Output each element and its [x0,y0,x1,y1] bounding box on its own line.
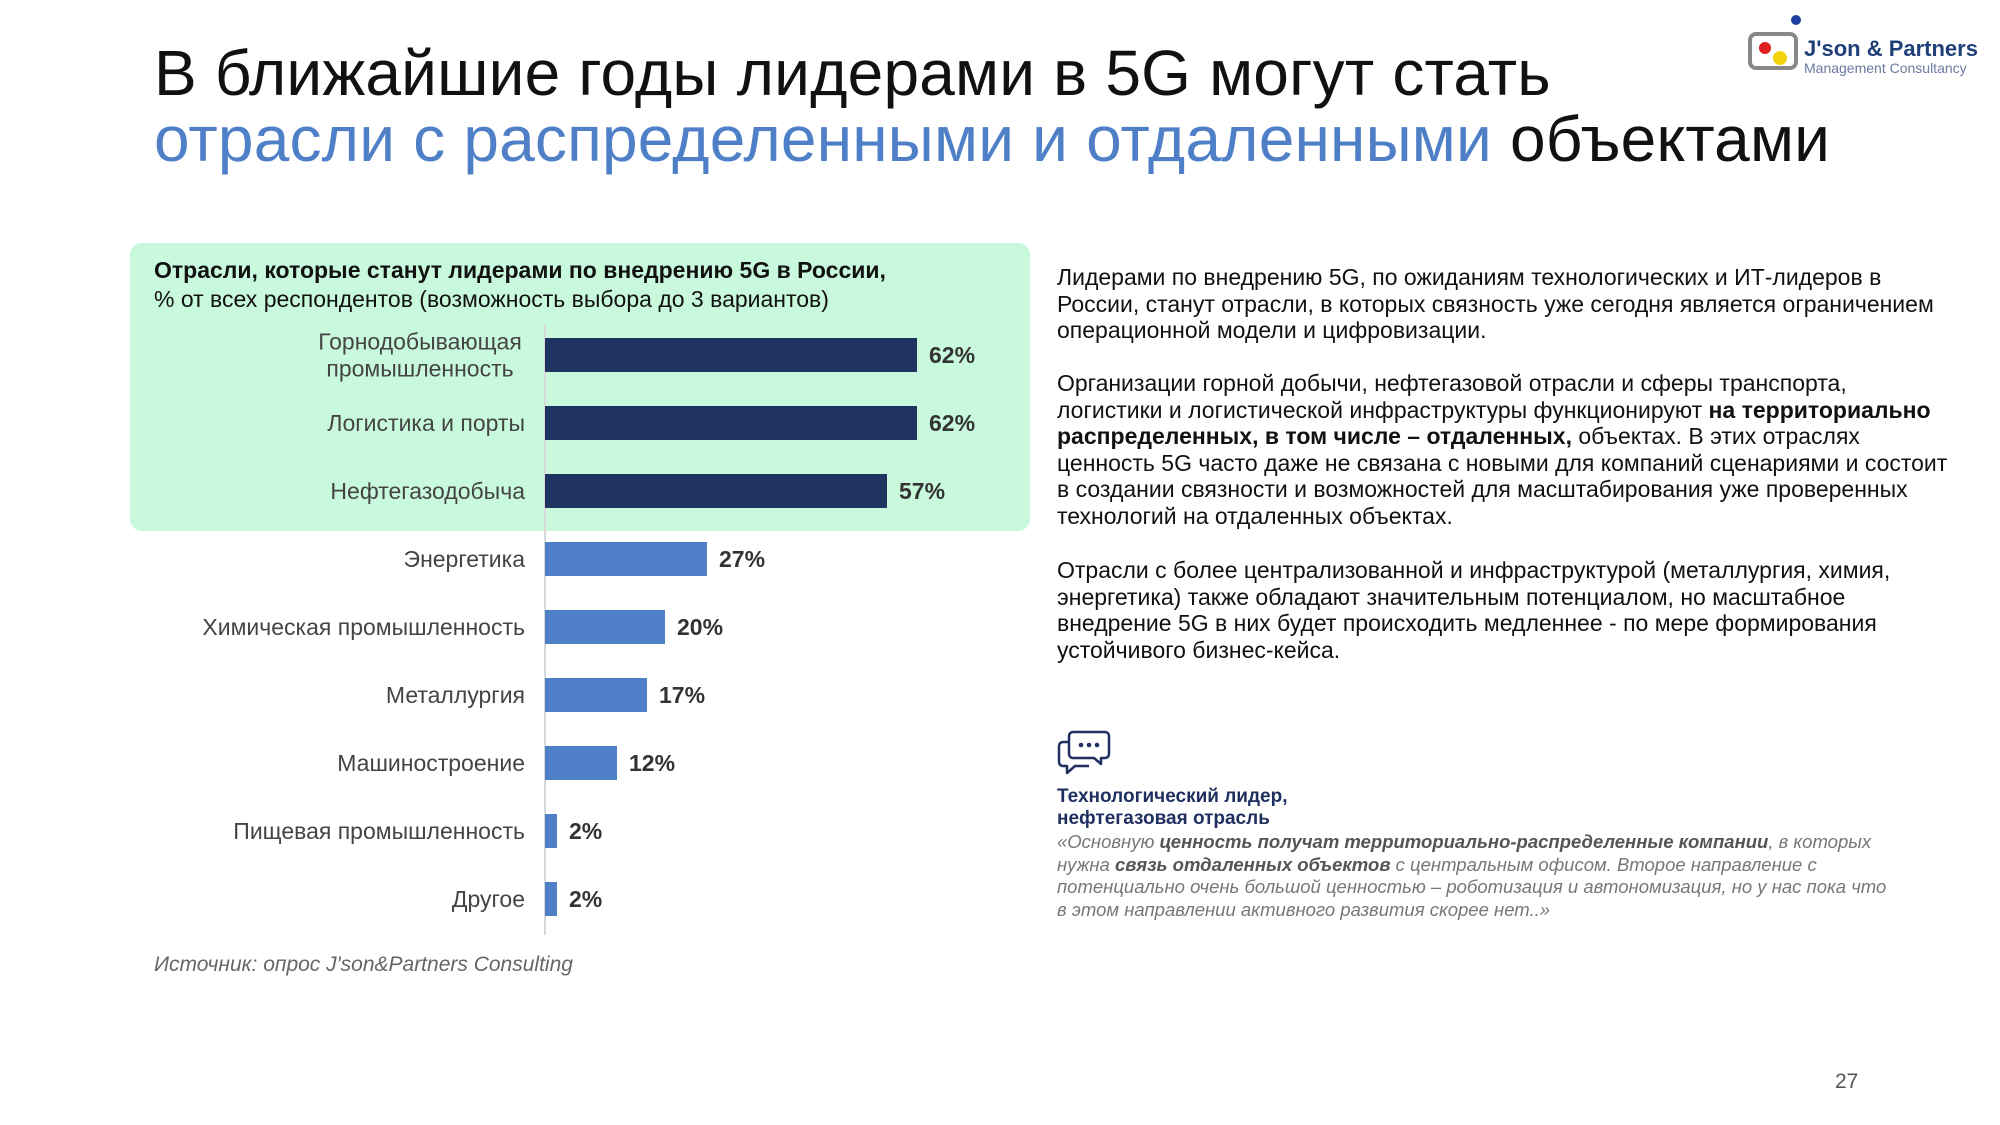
category-label-line: промышленность [326,356,513,382]
logo-subtitle: Management Consultancy [1804,60,1967,76]
category-label-line: Энергетика [404,546,526,572]
page-number: 27 [1835,1070,1859,1093]
category-label-line: Горнодобывающая [318,329,522,355]
chart-bar [545,882,557,916]
category-label-line: Пищевая промышленность [233,818,525,844]
category-label-line: Химическая промышленность [202,614,525,640]
category-label-line: Машиностроение [337,750,525,776]
category-label: Другое [452,886,525,912]
category-label: Металлургия [386,682,525,708]
bar-value-label: 62% [929,410,975,436]
page-title: В ближайшие годы лидерами в 5G могут ста… [154,40,1954,172]
quote-part: , в которых нужна [1057,831,1872,875]
title-line-2: отрасли с распределенными и отдаленными … [154,106,1954,172]
category-label-line: Металлургия [386,682,525,708]
quote-author-role: Технологический лидер, [1057,786,1288,807]
quote-part: «Основную [1057,831,1160,852]
bar-value-label: 57% [899,478,945,504]
chart-bar [545,542,707,576]
category-label: Логистика и порты [327,410,525,436]
source-note: Источник: опрос J'son&Partners Consultin… [154,953,573,976]
title-line-1: В ближайшие годы лидерами в 5G могут ста… [154,37,1551,109]
category-label: Энергетика [404,546,526,572]
chart-header: Отрасли, которые станут лидерами по внед… [154,256,1024,314]
category-label: Пищевая промышленность [233,818,525,844]
chart-bar [545,746,617,780]
chart-bar [545,474,887,508]
chart-title: Отрасли, которые станут лидерами по внед… [154,257,886,283]
chart-bar [545,678,647,712]
centralized-paragraph: Отрасли с более централизованной и инфра… [1057,557,1891,663]
logo-mark-icon [1748,15,1801,70]
category-label: Нефтегазодобыча [330,478,525,504]
chart-bar [545,814,557,848]
detail-text-bold: на территориально распределенных, в том … [1057,396,1931,450]
quote-bold-part: ценность получат территориально-распреде… [1159,831,1769,852]
quote-text: «Основную ценность получат территориальн… [1057,831,1887,921]
title-rest-text: объектами [1491,103,1831,175]
chart-bar [545,406,917,440]
title-accent-text: отрасли с распределенными и отдаленными [154,103,1492,175]
bar-value-label: 27% [719,546,765,572]
bar-value-label: 62% [929,342,975,368]
category-label-line: Другое [452,886,525,912]
category-label-line: Нефтегазодобыча [330,478,525,504]
bar-value-label: 2% [569,818,602,844]
bar-value-label: 20% [677,614,723,640]
chat-bubbles-icon [1057,730,1111,775]
quote-part: с центральным офисом. Второе направление… [1057,853,1887,920]
bar-value-label: 2% [569,886,602,912]
chart-bar [545,610,665,644]
category-label: Машиностроение [337,750,525,776]
category-label: Химическая промышленность [202,614,525,640]
category-label-line: Логистика и порты [327,410,525,436]
company-logo: J'son & Partners Management Consultancy [1738,12,1988,82]
detail-text-end: объектах. В этих отраслях ценность 5G ча… [1057,423,1948,529]
bar-value-label: 17% [659,682,705,708]
chart-bar [545,338,917,372]
chart-subtitle: % от всех респондентов (возможность выбо… [154,286,829,312]
detail-paragraph: Организации горной добычи, нефтегазовой … [1057,370,1957,529]
bar-value-label: 12% [629,750,675,776]
quote-bold-part: связь отдаленных объектов [1114,853,1391,875]
quote-author: Технологический лидер, нефтегазовая отра… [1057,786,1757,830]
logo-name: J'son & Partners [1804,36,1978,61]
detail-text-start: Организации горной добычи, нефтегазовой … [1057,370,1847,423]
quote-author-industry: нефтегазовая отрасль [1057,808,1270,829]
summary-paragraph: Лидерами по внедрению 5G, по ожиданиям т… [1057,264,1934,343]
category-label: Горнодобывающая промышленность [318,329,522,382]
